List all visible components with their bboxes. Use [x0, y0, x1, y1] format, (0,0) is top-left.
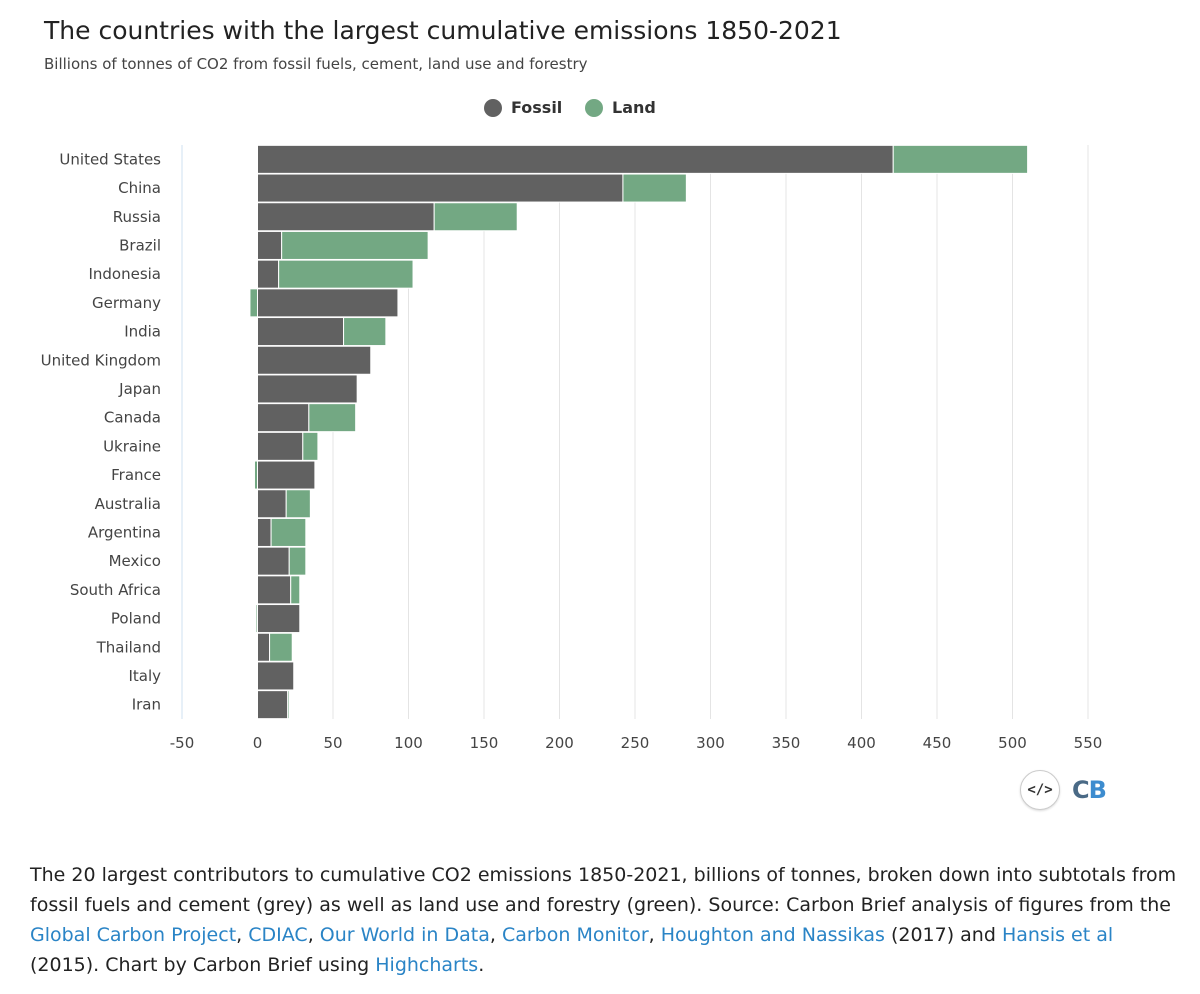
bar-land	[302, 431, 319, 461]
category-label: Poland	[111, 610, 161, 628]
bar-land	[278, 259, 414, 289]
bar-fossil	[257, 517, 272, 547]
category-label: Russia	[113, 208, 161, 226]
x-tick-label: 500	[998, 734, 1027, 752]
x-tick-label: 150	[470, 734, 499, 752]
chart-title: The countries with the largest cumulativ…	[44, 16, 842, 45]
bar-land	[285, 489, 311, 519]
chart-caption: The 20 largest contributors to cumulativ…	[30, 864, 1177, 976]
logo-area: </> CB	[1020, 770, 1107, 810]
link-houghton-nassikas[interactable]: Houghton and Nassikas	[660, 924, 885, 946]
legend: Fossil Land	[0, 98, 1200, 122]
bar-fossil	[257, 604, 301, 634]
bar-fossil	[257, 374, 358, 404]
link-our-world-in-data[interactable]: Our World in Data	[319, 924, 490, 946]
bar-fossil	[257, 144, 894, 174]
bar-land	[622, 173, 687, 203]
bar-fossil	[257, 632, 271, 662]
bar-fossil	[257, 546, 290, 576]
x-tick-label: 350	[772, 734, 801, 752]
link-highcharts[interactable]: Highcharts	[375, 954, 479, 976]
category-label: Australia	[95, 495, 161, 513]
bar-land	[290, 575, 301, 605]
category-label: Japan	[118, 380, 161, 398]
bar-fossil	[257, 690, 289, 720]
x-tick-label: 200	[545, 734, 574, 752]
bar-land	[288, 546, 307, 576]
link-global-carbon-project[interactable]: Global Carbon Project	[30, 924, 237, 946]
bar-land	[269, 632, 293, 662]
x-tick-label: 550	[1074, 734, 1103, 752]
bar-land	[892, 144, 1029, 174]
chart-subtitle: Billions of tonnes of CO2 from fossil fu…	[44, 55, 588, 73]
category-label: Brazil	[119, 236, 161, 254]
category-label: Indonesia	[88, 265, 161, 283]
bar-fossil	[257, 259, 280, 289]
category-label: China	[118, 179, 161, 197]
bar-fossil	[257, 431, 304, 461]
x-tick-label: 450	[923, 734, 952, 752]
x-tick-label: 400	[847, 734, 876, 752]
fossil-swatch-icon	[484, 98, 502, 117]
link-carbon-monitor[interactable]: Carbon Monitor	[501, 924, 649, 946]
category-label: Argentina	[88, 523, 161, 541]
bar-fossil	[257, 288, 399, 318]
bar-fossil	[257, 661, 295, 691]
x-tick-label: 250	[621, 734, 650, 752]
x-tick-label: 300	[696, 734, 725, 752]
x-tick-label: 100	[394, 734, 423, 752]
link-hansis-et-al[interactable]: Hansis et al	[1001, 924, 1114, 946]
bar-land	[343, 317, 387, 347]
bar-land	[249, 288, 258, 318]
bar-land	[433, 202, 518, 232]
bar-land	[308, 403, 357, 433]
bar-land	[253, 460, 258, 490]
category-label: South Africa	[70, 581, 161, 599]
category-label: Thailand	[96, 638, 161, 656]
bar-fossil	[257, 173, 624, 203]
category-label: Ukraine	[103, 437, 161, 455]
bar-fossil	[257, 460, 316, 490]
category-label: Italy	[128, 667, 161, 685]
x-tick-label: 0	[253, 734, 263, 752]
x-tick-label: -50	[170, 734, 195, 752]
bar-fossil	[257, 403, 310, 433]
embed-code-button[interactable]: </>	[1020, 770, 1060, 810]
category-label: United States	[59, 150, 161, 168]
category-label: Canada	[104, 409, 161, 427]
category-label: India	[124, 323, 161, 341]
carbon-brief-logo[interactable]: CB	[1072, 776, 1107, 804]
link-cdiac[interactable]: CDIAC	[248, 924, 308, 946]
legend-label-land: Land	[612, 98, 656, 117]
bar-land	[270, 517, 307, 547]
category-label: Germany	[92, 294, 161, 312]
legend-item-land[interactable]: Land	[585, 98, 656, 117]
bar-fossil	[257, 345, 372, 375]
bar-fossil	[257, 575, 292, 605]
bar-fossil	[257, 202, 435, 232]
bar-fossil	[257, 317, 345, 347]
bar-land	[255, 604, 259, 634]
category-label: Iran	[132, 696, 161, 714]
category-label: France	[111, 466, 161, 484]
category-label: United Kingdom	[41, 351, 161, 369]
bar-land	[287, 690, 290, 720]
legend-item-fossil[interactable]: Fossil	[484, 98, 562, 117]
bar-chart: -50 0 50 100 150 200 250 300 350 400 450 500 550 Unit…	[41, 144, 1103, 752]
x-tick-label: 50	[323, 734, 342, 752]
legend-label-fossil: Fossil	[511, 98, 563, 117]
land-swatch-icon	[585, 98, 603, 117]
bar-fossil	[257, 489, 287, 519]
category-label: Mexico	[109, 552, 161, 570]
bar-land	[281, 230, 429, 260]
bar-fossil	[257, 230, 283, 260]
